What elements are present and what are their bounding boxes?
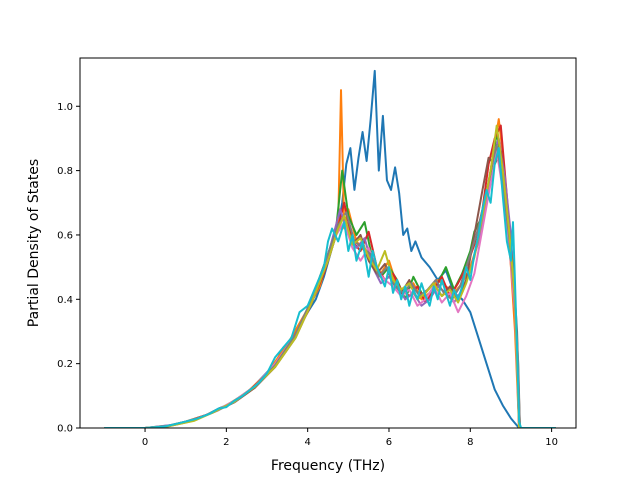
y-tick-label: 1.0 (57, 102, 73, 113)
y-axis-label: Partial Density of States (26, 159, 42, 327)
x-tick-label: 6 (386, 437, 392, 448)
series-layer (104, 69, 556, 428)
x-axis: 0 2 4 6 8 10 (142, 428, 558, 448)
x-axis-label: Frequency (THz) (271, 458, 385, 474)
y-tick-label: 0.6 (57, 230, 73, 241)
y-tick-label: 0.2 (57, 359, 73, 370)
x-tick-label: 4 (304, 437, 310, 448)
y-axis: 0.0 0.2 0.4 0.6 0.8 1.0 (57, 102, 80, 435)
y-tick-label: 0.8 (57, 166, 73, 177)
y-tick-label: 0.4 (57, 295, 73, 306)
x-tick-label: 2 (223, 437, 229, 448)
x-tick-label: 0 (142, 437, 148, 448)
plot-frame (79, 57, 577, 429)
y-tick-label: 0.0 (57, 424, 73, 435)
x-tick-label: 8 (467, 437, 473, 448)
x-tick-label: 10 (545, 437, 558, 448)
series-line-10 (104, 147, 556, 428)
